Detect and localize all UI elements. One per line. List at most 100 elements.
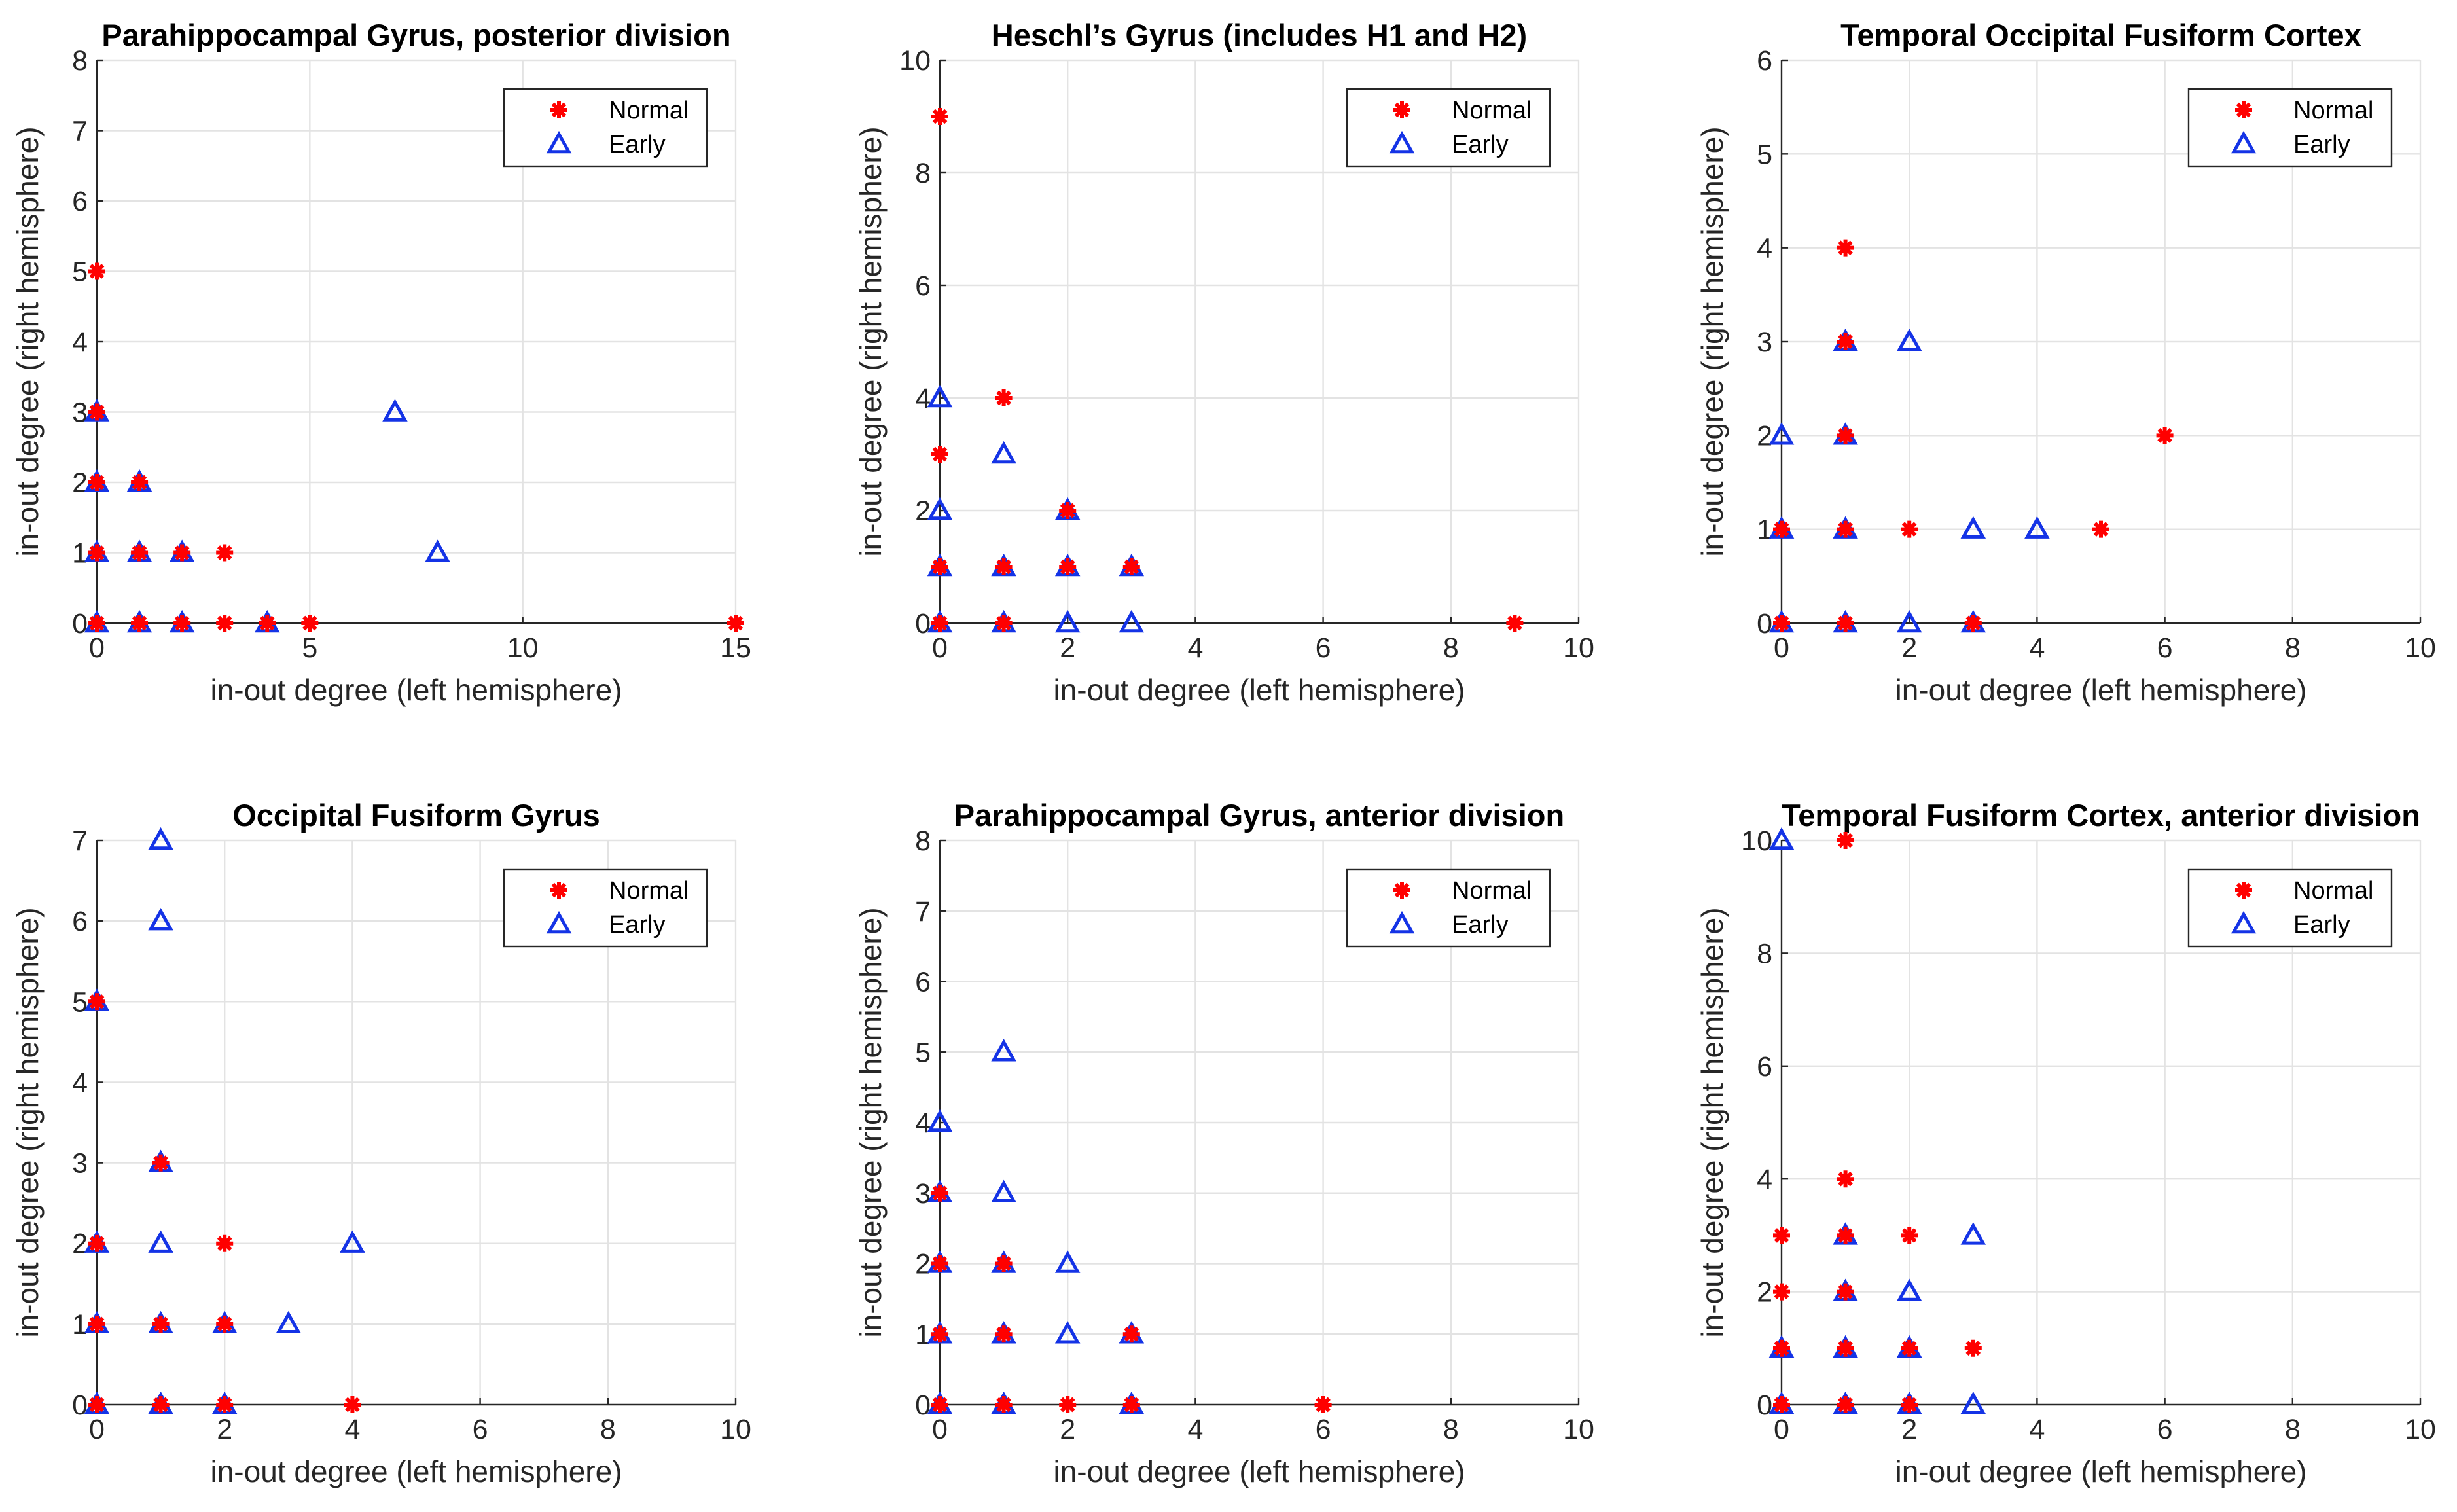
x-tick-label: 0: [1774, 1414, 1789, 1445]
y-tick-label: 0: [72, 608, 88, 639]
normal-point: [1506, 615, 1524, 632]
normal-point: [1837, 1339, 1854, 1357]
y-tick-label: 7: [915, 896, 931, 927]
normal-point: [301, 615, 319, 632]
x-tick-label: 5: [302, 632, 317, 664]
legend-early-label: Early: [609, 911, 666, 939]
legend-box: [1346, 868, 1551, 948]
x-tick-label: 0: [89, 1414, 105, 1445]
y-tick-label: 2: [915, 1249, 931, 1280]
x-tick-label: 8: [600, 1414, 616, 1445]
normal-point: [344, 1396, 361, 1413]
legend: Normal Early: [2187, 88, 2393, 168]
early-point: [148, 1230, 173, 1253]
x-tick-label: 6: [1316, 632, 1331, 664]
legend-normal-label: Normal: [2293, 877, 2373, 905]
normal-point: [1837, 615, 1854, 632]
legend: Normal Early: [1346, 868, 1551, 948]
normal-point: [1901, 1339, 1918, 1357]
legend-early-label: Early: [1452, 911, 1509, 939]
normal-point: [931, 1255, 948, 1272]
normal-point: [995, 1396, 1013, 1413]
normal-point: [995, 1255, 1013, 1272]
legend: Normal Early: [503, 868, 708, 948]
normal-point: [1901, 1396, 1918, 1413]
normal-point: [152, 1154, 170, 1172]
y-axis-label: in-out degree (right hemisphere): [1695, 126, 1729, 556]
y-tick-label: 0: [72, 1390, 88, 1421]
x-tick-label: 10: [2405, 1414, 2436, 1445]
x-axis-label: in-out degree (left hemisphere): [1895, 1454, 2307, 1488]
early-point: [1054, 1250, 1081, 1273]
early-point: [148, 827, 173, 850]
x-tick-label: 8: [1443, 632, 1459, 664]
legend-normal-marker: [2235, 101, 2252, 118]
legend-early-marker: [546, 130, 572, 154]
normal-point: [88, 993, 105, 1011]
normal-point: [131, 615, 149, 632]
legend: Normal Early: [1346, 88, 1551, 168]
x-tick-label: 2: [217, 1414, 232, 1445]
x-axis-label: in-out degree (left hemisphere): [211, 673, 622, 707]
y-tick-label: 2: [915, 495, 931, 527]
normal-point: [1837, 832, 1854, 849]
y-tick-label: 3: [72, 1148, 88, 1179]
normal-point: [88, 1234, 105, 1252]
legend-early-marker: [2231, 130, 2257, 154]
scatter-panel-5: 0 2 4 6 8 10 0 1 2 3 4 5 6 7 8 Parahippocampal Gyrus, a…: [853, 798, 1594, 1488]
x-tick-label: 8: [2285, 1414, 2301, 1445]
chart-title: Parahippocampal Gyrus, posterior divisio…: [101, 18, 730, 52]
normal-point: [152, 1315, 170, 1333]
normal-point: [1901, 1227, 1918, 1244]
y-tick-label: 0: [915, 1390, 931, 1421]
y-tick-label: 2: [1757, 1277, 1772, 1308]
y-tick-label: 1: [915, 1319, 931, 1350]
y-axis-label: in-out degree (right hemisphere): [853, 126, 888, 556]
legend-normal-label: Normal: [1452, 97, 1532, 124]
x-tick-label: 6: [1316, 1414, 1331, 1445]
x-tick-label: 8: [2285, 632, 2301, 664]
legend-early-marker: [2231, 910, 2257, 934]
normal-point: [1837, 427, 1854, 444]
chart-title: Parahippocampal Gyrus, anterior division: [954, 798, 1564, 833]
early-point: [1960, 1222, 1986, 1245]
normal-point: [173, 544, 191, 562]
normal-point: [2092, 520, 2109, 538]
normal-point: [1773, 1396, 1790, 1413]
normal-point: [216, 544, 234, 562]
legend-box: [2187, 88, 2393, 168]
legend-normal-marker: [550, 101, 567, 118]
normal-point: [1059, 502, 1077, 519]
x-tick-label: 10: [1563, 1414, 1594, 1445]
x-tick-label: 8: [1443, 1414, 1459, 1445]
normal-point: [931, 1325, 948, 1343]
normal-point: [931, 615, 948, 632]
legend: Normal Early: [503, 88, 708, 168]
x-tick-label: 4: [2029, 632, 2045, 664]
y-tick-label: 2: [1757, 420, 1772, 452]
normal-point: [1837, 1283, 1854, 1301]
early-point: [1768, 422, 1795, 445]
normal-point: [1837, 1396, 1854, 1413]
legend-early-marker: [1389, 130, 1415, 154]
y-axis-label: in-out degree (right hemisphere): [1695, 907, 1729, 1337]
scatter-panel-4: 0 2 4 6 8 10 0 1 2 3 4 5 6 7 Occipital Fusiform Gyrus i…: [10, 798, 751, 1488]
normal-point: [1964, 1339, 1982, 1357]
x-tick-label: 10: [507, 632, 539, 664]
y-tick-label: 4: [1757, 233, 1772, 264]
normal-point: [1122, 1396, 1140, 1413]
normal-point: [173, 615, 191, 632]
normal-point: [1773, 520, 1790, 538]
legend-box: [1346, 88, 1551, 168]
x-tick-label: 2: [1901, 1414, 1917, 1445]
y-tick-label: 6: [1757, 45, 1772, 77]
y-tick-label: 5: [915, 1037, 931, 1068]
normal-point: [1773, 1227, 1790, 1244]
legend-normal-marker: [1393, 101, 1410, 118]
scatter-panel-6: 0 2 4 6 8 10 0 2 4 6 8 10 Temporal Fusiform Cortex, …: [1695, 798, 2436, 1488]
normal-point: [88, 615, 105, 632]
normal-point: [1122, 558, 1140, 575]
legend-normal-marker: [2235, 882, 2252, 899]
early-point: [991, 441, 1016, 464]
